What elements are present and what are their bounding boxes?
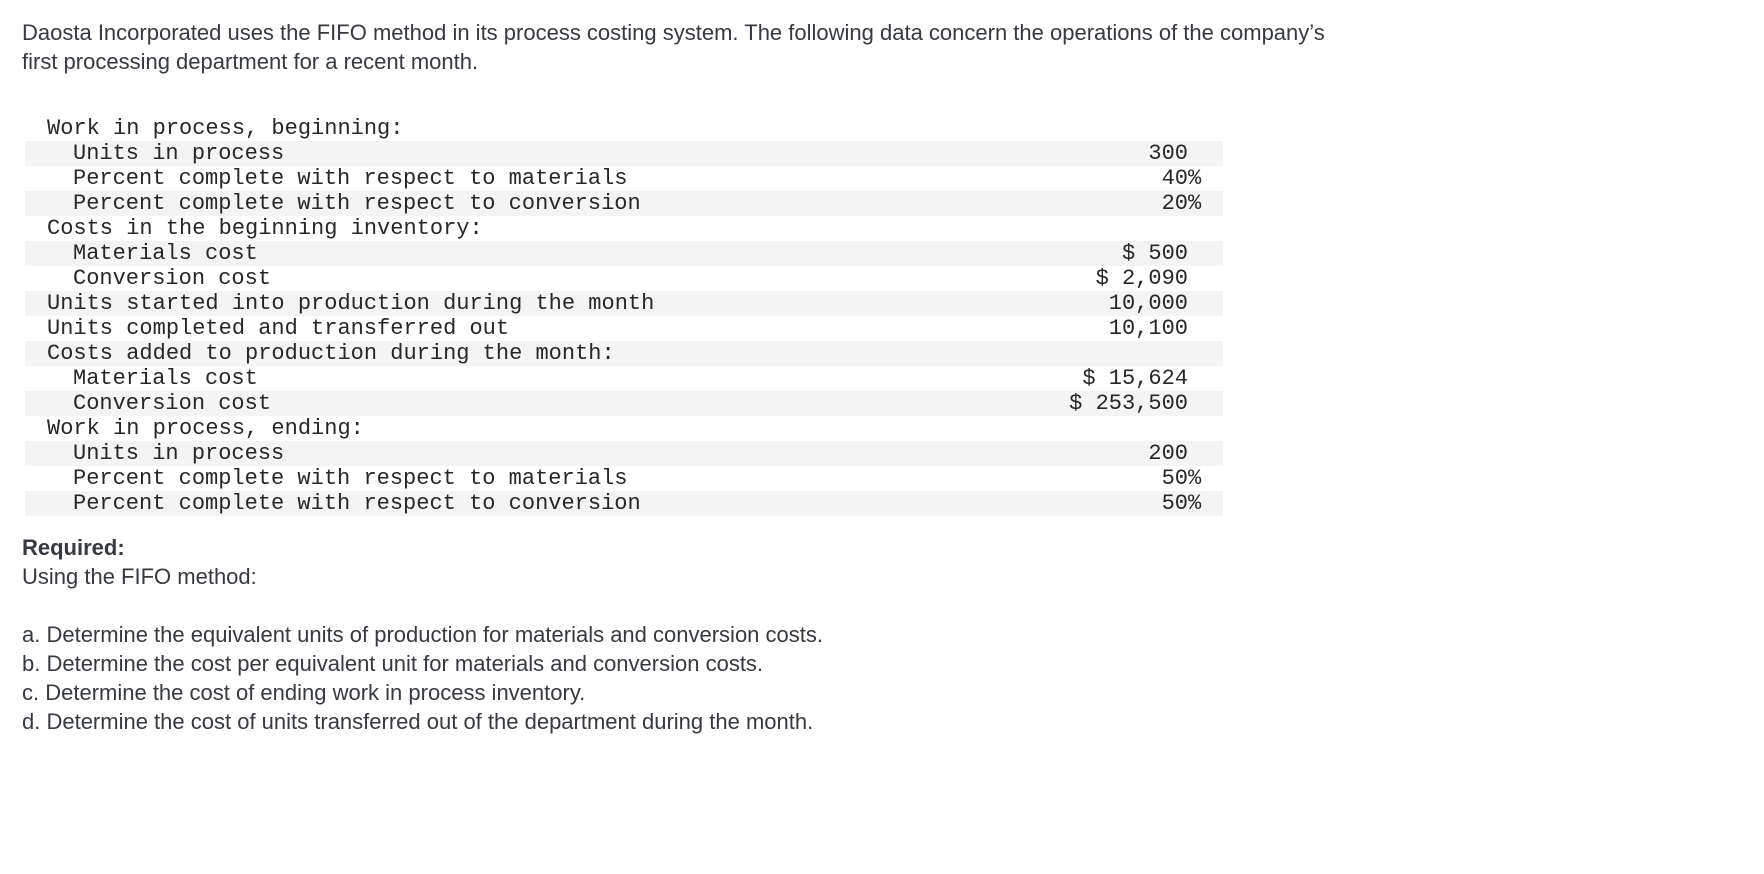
row-label: Work in process, beginning: [47,116,404,141]
row-suffix: % [1188,466,1202,491]
row-value: 10,000 [1108,291,1188,316]
row-label: Costs added to production during the mon… [47,341,615,366]
row-suffix: % [1188,491,1202,516]
row-label: Units started into production during the… [47,291,655,316]
table-row: Work in process, ending: [25,416,1223,441]
row-value: 20 [1161,191,1188,216]
row-value: $ 15,624 [1082,366,1188,391]
row-label: Costs in the beginning inventory: [47,216,483,241]
row-value: $ 253,500 [1069,391,1188,416]
row-value: 300 [1148,141,1188,166]
required-subheading: Using the FIFO method: [22,564,257,589]
required-section: Required: Using the FIFO method: [22,533,1764,591]
row-label: Materials cost [73,366,258,391]
row-suffix: % [1188,166,1202,191]
row-label: Work in process, ending: [47,416,364,441]
required-heading: Required: [22,535,125,560]
requirement-item-d: d. Determine the cost of units transferr… [22,709,814,734]
table-row: Percent complete with respect to materia… [25,466,1223,491]
intro-line-1: Daosta Incorporated uses the FIFO method… [22,20,1325,45]
table-row: Units in process 200 [25,441,1223,466]
table-row: Conversion cost $ 253,500 [25,391,1223,416]
row-label: Percent complete with respect to materia… [73,466,628,491]
row-label: Units in process [73,441,285,466]
table-row: Units completed and transferred out 10,10… [25,316,1223,341]
row-label: Materials cost [73,241,258,266]
intro-paragraph: Daosta Incorporated uses the FIFO method… [22,18,1764,76]
table-row: Units started into production during the… [25,291,1223,316]
table-row: Materials cost $ 500 [25,241,1223,266]
table-row: Costs in the beginning inventory: [25,216,1223,241]
row-label: Conversion cost [73,266,272,291]
table-row: Percent complete with respect to materia… [25,166,1223,191]
row-value: $ 500 [1121,241,1188,266]
row-suffix: % [1188,191,1202,216]
row-label: Units in process [73,141,285,166]
row-value: 50 [1161,491,1188,516]
data-table: Work in process, beginning: Units in proc… [25,116,1223,516]
requirement-list: a. Determine the equivalent units of pro… [22,620,1764,736]
table-row: Work in process, beginning: [25,116,1223,141]
row-value: 10,100 [1108,316,1188,341]
table-row: Costs added to production during the mon… [25,341,1223,366]
row-label: Percent complete with respect to materia… [73,166,628,191]
row-value: $ 2,090 [1095,266,1188,291]
table-row: Materials cost $ 15,624 [25,366,1223,391]
requirement-item-a: a. Determine the equivalent units of pro… [22,622,823,647]
row-value: 200 [1148,441,1188,466]
row-label: Conversion cost [73,391,272,416]
table-row: Units in process 300 [25,141,1223,166]
requirement-item-b: b. Determine the cost per equivalent uni… [22,651,764,676]
row-label: Percent complete with respect to convers… [73,491,641,516]
table-row: Percent complete with respect to convers… [25,191,1223,216]
table-row: Percent complete with respect to convers… [25,491,1223,516]
row-value: 50 [1161,466,1188,491]
requirement-item-c: c. Determine the cost of ending work in … [22,680,586,705]
intro-line-2: first processing department for a recent… [22,49,479,74]
row-label: Percent complete with respect to convers… [73,191,641,216]
table-row: Conversion cost $ 2,090 [25,266,1223,291]
row-value: 40 [1161,166,1188,191]
problem-page: Daosta Incorporated uses the FIFO method… [0,18,1764,736]
row-label: Units completed and transferred out [47,316,510,341]
